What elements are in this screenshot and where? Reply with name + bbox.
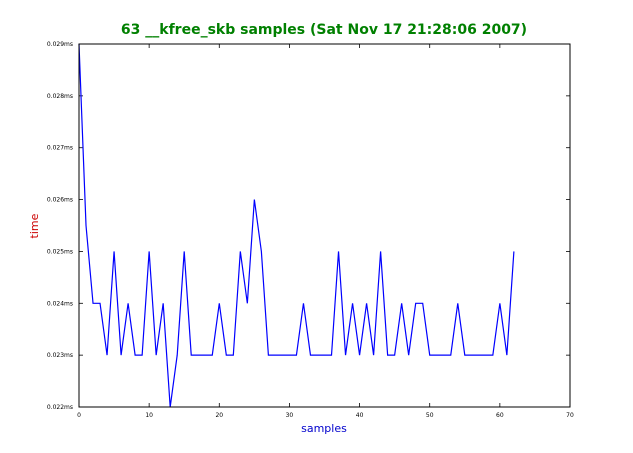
x-axis-label: samples <box>301 422 347 435</box>
y-tick-label: 0.028ms <box>47 93 73 100</box>
plot-frame <box>78 43 571 408</box>
x-tick-label: 60 <box>496 412 504 419</box>
y-tick-label: 0.022ms <box>47 404 73 411</box>
x-tick-label: 40 <box>356 412 364 419</box>
chart-title: 63 __kfree_skb samples (Sat Nov 17 21:28… <box>121 22 527 38</box>
y-tick-labels: 0.022ms 0.023ms 0.024ms 0.025ms 0.026ms 0.027… <box>47 41 73 411</box>
y-axis-label: time <box>28 213 41 238</box>
y-tick-label: 0.023ms <box>47 352 73 359</box>
x-tick-label: 70 <box>566 412 574 419</box>
series-line <box>78 43 515 408</box>
plot-area <box>79 44 570 407</box>
x-tick-label: 30 <box>286 412 294 419</box>
x-tick-labels: 0 10 20 30 40 50 60 70 <box>77 412 574 419</box>
x-tick-label: 0 <box>77 412 81 419</box>
x-tick-label: 50 <box>426 412 434 419</box>
y-tick-label: 0.025ms <box>47 248 73 255</box>
x-tick-label: 20 <box>215 412 223 419</box>
y-tick-label: 0.029ms <box>47 41 73 48</box>
x-tick-label: 10 <box>145 412 153 419</box>
y-tick-label: 0.026ms <box>47 197 73 204</box>
y-tick-label: 0.027ms <box>47 145 73 152</box>
y-tick-label: 0.024ms <box>47 300 73 307</box>
